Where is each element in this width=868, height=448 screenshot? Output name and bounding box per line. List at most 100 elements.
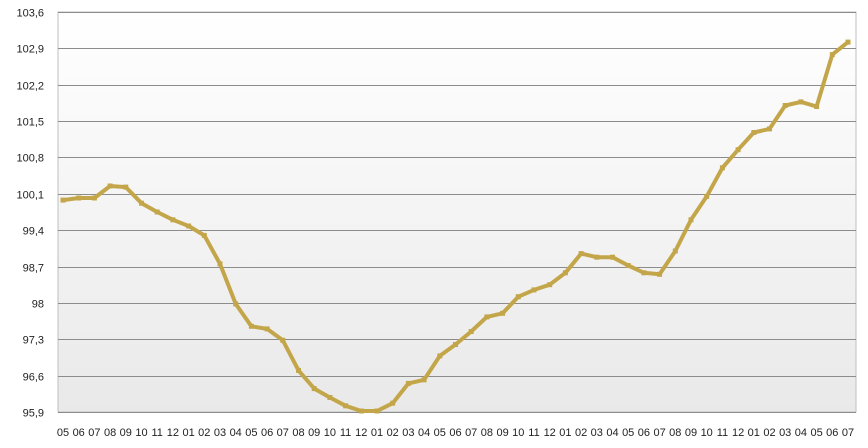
data-point (296, 367, 301, 373)
y-tick-label: 103,6 (16, 8, 44, 20)
data-point (688, 217, 694, 223)
x-tick-label: 07 (277, 427, 289, 439)
x-tick-label: 01 (748, 427, 760, 439)
x-tick-label: 11 (340, 427, 351, 439)
data-point (767, 126, 772, 132)
x-tick-label: 06 (73, 427, 85, 439)
y-tick-label: 95,9 (23, 408, 44, 420)
x-tick-label: 08 (669, 427, 681, 439)
x-tick-label: 05 (434, 427, 446, 439)
x-tick-label: 02 (387, 427, 399, 439)
data-point (437, 353, 443, 359)
data-point (751, 130, 757, 135)
data-point (829, 52, 835, 58)
data-point (453, 342, 458, 347)
data-point (390, 400, 396, 406)
data-point (248, 323, 254, 329)
data-point (60, 197, 66, 203)
x-tick-label: 09 (496, 427, 508, 439)
series-layer (60, 39, 851, 414)
y-tick-label: 100,1 (16, 190, 44, 202)
data-point (123, 184, 129, 190)
x-tick-label: 05 (57, 427, 69, 439)
x-tick-label: 06 (826, 427, 838, 439)
x-tick-label: 11 (151, 427, 162, 439)
y-tick-label: 96,6 (23, 372, 44, 384)
x-tick-label: 03 (402, 427, 414, 439)
data-point (405, 380, 411, 386)
x-tick-label: 08 (104, 427, 116, 439)
x-tick-label: 07 (88, 427, 100, 439)
data-point (374, 408, 380, 414)
y-tick-label: 101,5 (16, 117, 44, 129)
data-point (186, 223, 192, 229)
data-point (327, 395, 333, 400)
data-point (578, 251, 584, 257)
data-point (76, 195, 82, 201)
x-tick-label: 01 (559, 427, 571, 439)
x-axis-tick-labels: 05 06 07 08 09 10 11 12 01 02 03 04 05 06 07 08 09 10 11 12… (57, 427, 854, 439)
data-point (704, 193, 710, 199)
data-point (154, 209, 160, 215)
data-point (562, 270, 568, 276)
x-tick-label: 04 (795, 427, 807, 439)
data-point (139, 200, 144, 206)
data-point (107, 183, 113, 189)
data-point (531, 287, 537, 293)
data-point (170, 217, 176, 223)
data-point (719, 165, 725, 171)
x-tick-label: 03 (779, 427, 791, 439)
data-point (233, 301, 239, 307)
x-tick-label: 09 (308, 427, 320, 439)
x-tick-label: 11 (528, 427, 539, 439)
x-tick-label: 07 (842, 427, 854, 439)
data-point (311, 386, 317, 392)
gridlines (58, 12, 856, 413)
data-point (798, 99, 804, 105)
x-tick-label: 06 (449, 427, 461, 439)
data-point (610, 254, 615, 260)
data-point (845, 39, 851, 45)
data-point (264, 326, 270, 332)
x-tick-label: 01 (371, 427, 383, 439)
data-point (343, 403, 349, 409)
data-point (468, 329, 474, 334)
x-tick-label: 11 (717, 427, 728, 439)
x-tick-label: 07 (465, 427, 477, 439)
data-point (594, 254, 600, 260)
y-tick-label: 102,2 (16, 81, 44, 93)
data-point (782, 103, 788, 108)
x-tick-label: 10 (324, 427, 336, 439)
x-tick-label: 10 (135, 427, 147, 439)
y-tick-label: 97,3 (23, 335, 44, 347)
data-point (280, 337, 286, 343)
x-tick-label: 10 (701, 427, 713, 439)
x-tick-label: 03 (214, 427, 226, 439)
x-tick-label: 05 (810, 427, 822, 439)
y-tick-label: 99,4 (23, 226, 44, 238)
data-point (515, 294, 521, 300)
x-tick-label: 03 (591, 427, 603, 439)
y-tick-label: 100,8 (16, 153, 44, 165)
x-tick-label: 02 (575, 427, 587, 439)
x-tick-label: 04 (230, 427, 242, 439)
data-point (500, 310, 506, 316)
data-point (672, 248, 678, 254)
data-point (547, 282, 553, 288)
x-tick-label: 02 (198, 427, 210, 439)
x-tick-label: 09 (120, 427, 132, 439)
x-tick-label: 12 (355, 427, 367, 439)
x-tick-label: 02 (763, 427, 775, 439)
x-tick-label: 04 (418, 427, 430, 439)
y-tick-label: 98,7 (23, 263, 44, 275)
data-point (91, 195, 97, 201)
x-tick-label: 05 (245, 427, 257, 439)
data-point (201, 232, 207, 238)
data-point (641, 270, 647, 276)
data-point (421, 377, 427, 383)
x-tick-label: 05 (622, 427, 634, 439)
x-tick-label: 10 (512, 427, 524, 439)
x-tick-label: 12 (732, 427, 744, 439)
